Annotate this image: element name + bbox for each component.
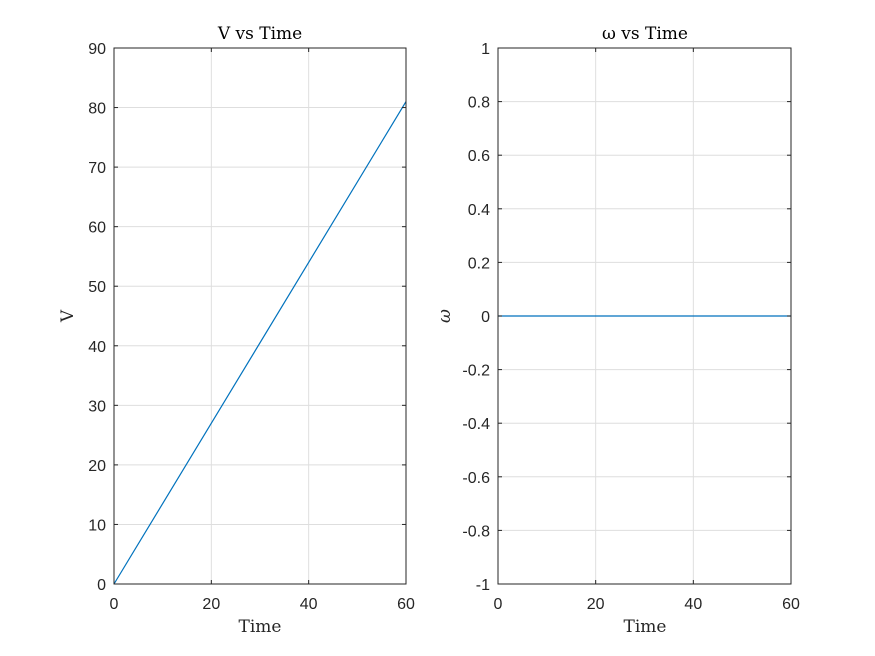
omega-x-tick-label: 40	[684, 596, 702, 613]
v-y-tick-label: 90	[88, 41, 106, 58]
v-y-tick-label: 40	[88, 339, 106, 356]
v-chart-xlabel: Time	[239, 617, 282, 637]
omega-y-tick-label: -0.6	[462, 470, 490, 487]
omega-chart-title: ω vs Time	[602, 24, 688, 44]
v-y-tick-label: 70	[88, 160, 106, 177]
omega-x-tick-label: 0	[494, 596, 503, 613]
v-y-tick-label: 50	[88, 279, 106, 296]
omega-y-tick-label: -0.2	[462, 363, 490, 380]
v-series-line	[113, 101, 407, 585]
omega-y-tick-label: -0.8	[462, 523, 490, 540]
v-y-tick-label: 20	[88, 458, 106, 475]
omega-y-tick-label: -1	[476, 577, 490, 594]
v-x-tick-label: 40	[300, 596, 318, 613]
omega-y-tick-label: 1	[481, 41, 490, 58]
omega-y-tick-label: 0.8	[468, 95, 490, 112]
omega-y-tick-label: -0.4	[462, 416, 490, 433]
v-x-tick-label: 0	[110, 596, 119, 613]
v-chart-title: V vs Time	[217, 24, 302, 44]
v-y-tick-label: 30	[88, 398, 106, 415]
v-chart-ylabel: V	[58, 309, 78, 323]
v-y-tick-label: 60	[88, 220, 106, 237]
omega-chart-ylabel: ω	[435, 309, 455, 323]
v-y-tick-label: 0	[97, 577, 106, 594]
v-x-tick-label: 20	[202, 596, 220, 613]
omega-y-tick-label: 0.6	[468, 148, 490, 165]
omega-y-tick-label: 0	[481, 309, 490, 326]
omega-y-tick-label: 0.4	[468, 202, 490, 219]
v-vs-time-axes: 0 20 40 60 0 10 20 30 40 50 60 70 80 90 V vs Time Time V	[58, 24, 415, 637]
v-axes-box	[113, 47, 407, 585]
v-y-tick-label: 10	[88, 517, 106, 534]
omega-x-tick-label: 20	[587, 596, 605, 613]
v-plot-area	[114, 48, 406, 584]
v-x-tick-label: 60	[397, 596, 415, 613]
omega-vs-time-axes: 0 20 40 60 -1 -0.8 -0.6 -0.4 -0.2 0 0.2 0.4 0.6 0.8 1 ω…	[435, 24, 800, 637]
omega-chart-xlabel: Time	[624, 617, 667, 637]
v-y-tick-label: 80	[88, 101, 106, 118]
omega-x-tick-label: 60	[782, 596, 800, 613]
omega-y-tick-label: 0.2	[468, 255, 490, 272]
